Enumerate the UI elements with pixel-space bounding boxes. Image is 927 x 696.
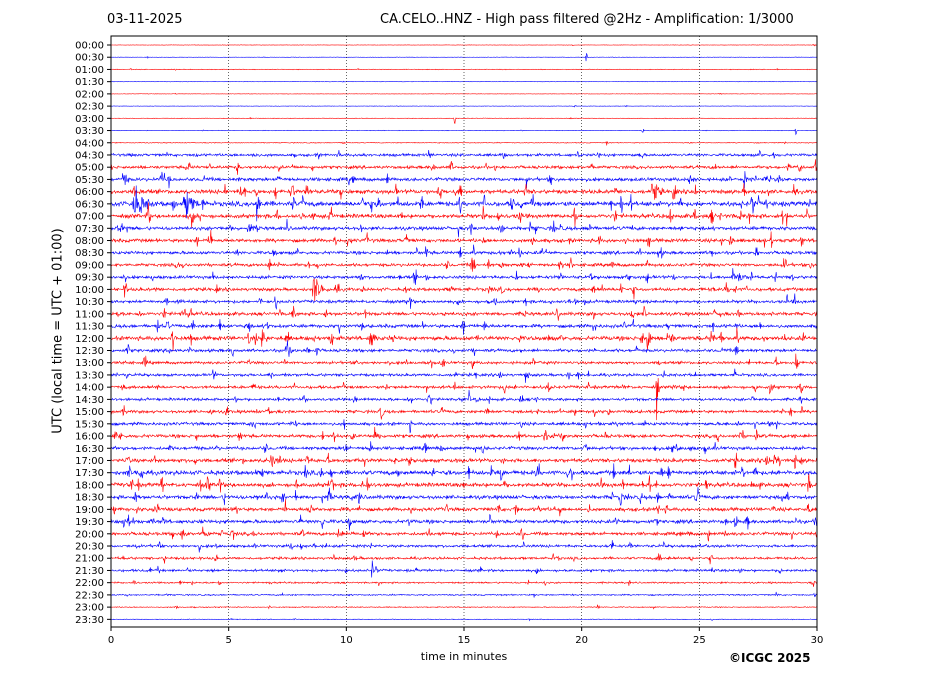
trace-row-6 (110, 116, 818, 124)
y-tick-label: 10:00 (75, 285, 104, 296)
y-tick-label: 17:00 (75, 456, 104, 467)
trace-row-14 (110, 202, 818, 229)
plot-date: 03-11-2025 (107, 12, 183, 27)
trace-row-27 (110, 368, 818, 383)
y-tick-label: 02:30 (75, 102, 104, 113)
y-tick-label: 16:00 (75, 432, 104, 443)
y-tick-label: 20:30 (75, 542, 104, 553)
y-tick-label: 07:00 (75, 212, 104, 223)
x-tick-label: 5 (225, 635, 231, 646)
y-tick-label: 00:00 (75, 41, 104, 52)
trace-row-11 (110, 171, 818, 189)
trace-row-28 (110, 378, 818, 421)
x-tick-label: 15 (458, 635, 471, 646)
y-tick-label: 14:30 (75, 395, 104, 406)
y-tick-label: 18:00 (75, 480, 104, 491)
y-tick-label: 11:30 (75, 322, 104, 333)
y-tick-label: 15:00 (75, 407, 104, 418)
trace-row-36 (110, 473, 818, 493)
trace-row-38 (110, 499, 818, 517)
y-tick-label: 22:30 (75, 590, 104, 601)
y-tick-label: 01:30 (75, 77, 104, 88)
trace-row-21 (110, 293, 818, 310)
y-tick-label: 23:30 (75, 615, 104, 626)
x-axis-ticks: 0 5 10 15 20 25 30 (108, 627, 824, 646)
y-tick-label: 22:00 (75, 578, 104, 589)
copyright-notice: ©ICGC 2025 (729, 651, 811, 665)
x-axis-label: time in minutes (420, 650, 508, 663)
y-tick-label: 09:00 (75, 260, 104, 271)
y-tick-label: 07:30 (75, 224, 104, 235)
trace-row-9 (110, 149, 818, 160)
trace-row-22 (110, 305, 818, 321)
y-tick-label: 14:00 (75, 383, 104, 394)
y-tick-label: 08:30 (75, 248, 104, 259)
y-tick-label: 17:30 (75, 468, 104, 479)
y-tick-label: 21:00 (75, 554, 104, 565)
y-tick-label: 05:00 (75, 163, 104, 174)
y-tick-label: 10:30 (75, 297, 104, 308)
trace-row-12 (110, 183, 818, 200)
trace-row-33 (110, 441, 818, 455)
y-tick-label: 19:00 (75, 505, 104, 516)
y-tick-label: 06:30 (75, 199, 104, 210)
trace-row-34 (110, 452, 818, 469)
y-tick-label: 19:30 (75, 517, 104, 528)
y-tick-label: 20:00 (75, 529, 104, 540)
y-tick-label: 13:00 (75, 358, 104, 369)
y-tick-label: 02:00 (75, 89, 104, 100)
y-tick-label: 16:30 (75, 444, 104, 455)
y-tick-label: 18:30 (75, 493, 104, 504)
y-tick-label: 03:00 (75, 114, 104, 125)
y-tick-label: 04:00 (75, 138, 104, 149)
x-tick-label: 0 (108, 635, 114, 646)
y-tick-label: 12:00 (75, 334, 104, 345)
trace-row-35 (110, 463, 818, 481)
x-tick-label: 30 (811, 635, 824, 646)
y-tick-label: 12:30 (75, 346, 104, 357)
plot-frame (110, 35, 818, 628)
y-tick-label: 06:00 (75, 187, 104, 198)
trace-row-8 (110, 141, 818, 146)
vertical-grid (228, 36, 700, 627)
x-tick-label: 10 (340, 635, 353, 646)
y-tick-label: 15:30 (75, 419, 104, 430)
y-tick-label: 09:30 (75, 273, 104, 284)
trace-row-47 (110, 617, 818, 622)
y-tick-label: 05:30 (75, 175, 104, 186)
trace-row-16 (110, 230, 818, 248)
trace-row-43 (110, 560, 818, 578)
plot-title: CA.CELO..HNZ - High pass filtered @2Hz -… (380, 12, 794, 27)
trace-row-23 (110, 318, 818, 335)
y-tick-label: 00:30 (75, 53, 104, 64)
y-tick-label: 03:30 (75, 126, 104, 137)
y-tick-label: 04:30 (75, 150, 104, 161)
trace-row-39 (110, 513, 818, 531)
y-tick-label: 11:00 (75, 309, 104, 320)
y-tick-label: 13:30 (75, 370, 104, 381)
y-tick-label: 08:00 (75, 236, 104, 247)
y-tick-label: 01:00 (75, 65, 104, 76)
trace-row-10 (110, 159, 818, 175)
y-tick-label: 23:00 (75, 603, 104, 614)
y-tick-label: 21:30 (75, 566, 104, 577)
trace-row-7 (110, 128, 818, 136)
x-tick-label: 25 (693, 635, 706, 646)
x-tick-label: 20 (575, 635, 588, 646)
